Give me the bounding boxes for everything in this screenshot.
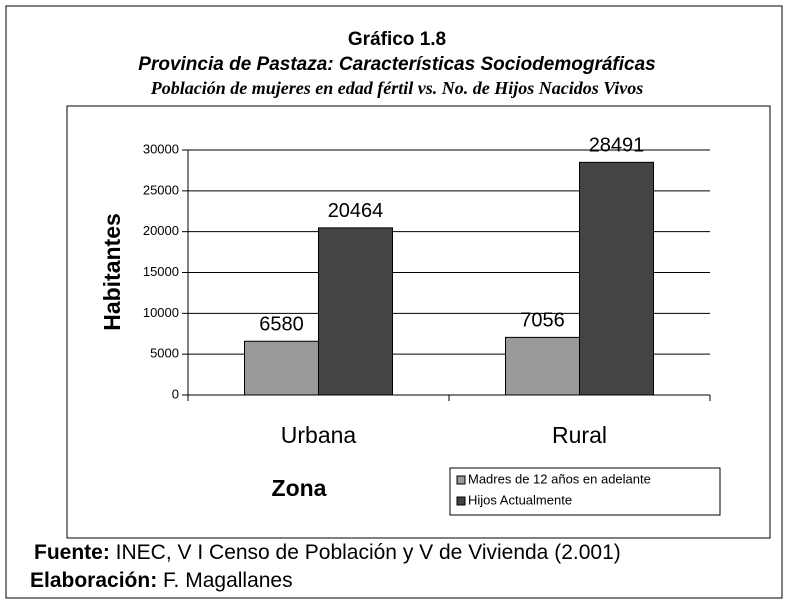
outer-frame <box>5 5 783 599</box>
legend-box <box>449 467 721 516</box>
x-tick-label: Urbana <box>281 422 357 448</box>
legend-label: Hijos Actualmente <box>468 492 572 507</box>
y-tick-label: 30000 <box>143 141 179 156</box>
value-label: 20464 <box>328 200 384 222</box>
bar <box>318 227 393 396</box>
credit-label: Elaboración: <box>30 569 158 592</box>
credit-text: F. Magallanes <box>163 569 293 592</box>
y-tick-label: 10000 <box>143 305 179 320</box>
y-tick-label: 0 <box>172 386 179 401</box>
x-axis-label: Zona <box>272 475 327 501</box>
source-note: Fuente: INEC, V I Censo de Población y V… <box>34 541 621 565</box>
chart-frame <box>66 105 771 539</box>
chart-title: Gráfico 1.8 <box>348 29 446 50</box>
legend-label: Madres de 12 años en adelante <box>468 471 651 486</box>
y-tick-label: 15000 <box>143 264 179 279</box>
legend-swatch <box>456 475 466 485</box>
y-axis-label: Habitantes <box>99 213 125 331</box>
chart-subtitle2: Población de mujeres en edad fértil vs. … <box>150 78 643 98</box>
y-tick-label: 5000 <box>150 346 179 361</box>
bar <box>244 340 319 396</box>
credit-note: Elaboración: F. Magallanes <box>30 569 293 593</box>
x-tick-label: Rural <box>552 422 607 448</box>
source-text: INEC, V I Censo de Población y V de Vivi… <box>115 541 621 564</box>
value-label: 6580 <box>259 314 304 336</box>
bar <box>505 336 580 396</box>
source-label: Fuente: <box>34 541 110 564</box>
y-tick-label: 20000 <box>143 223 179 238</box>
chart-subtitle: Provincia de Pastaza: Características So… <box>138 54 655 75</box>
value-label: 7056 <box>520 310 565 332</box>
bar <box>579 161 654 396</box>
y-tick-label: 25000 <box>143 182 179 197</box>
value-label: 28491 <box>589 135 645 157</box>
legend-swatch <box>456 496 466 506</box>
